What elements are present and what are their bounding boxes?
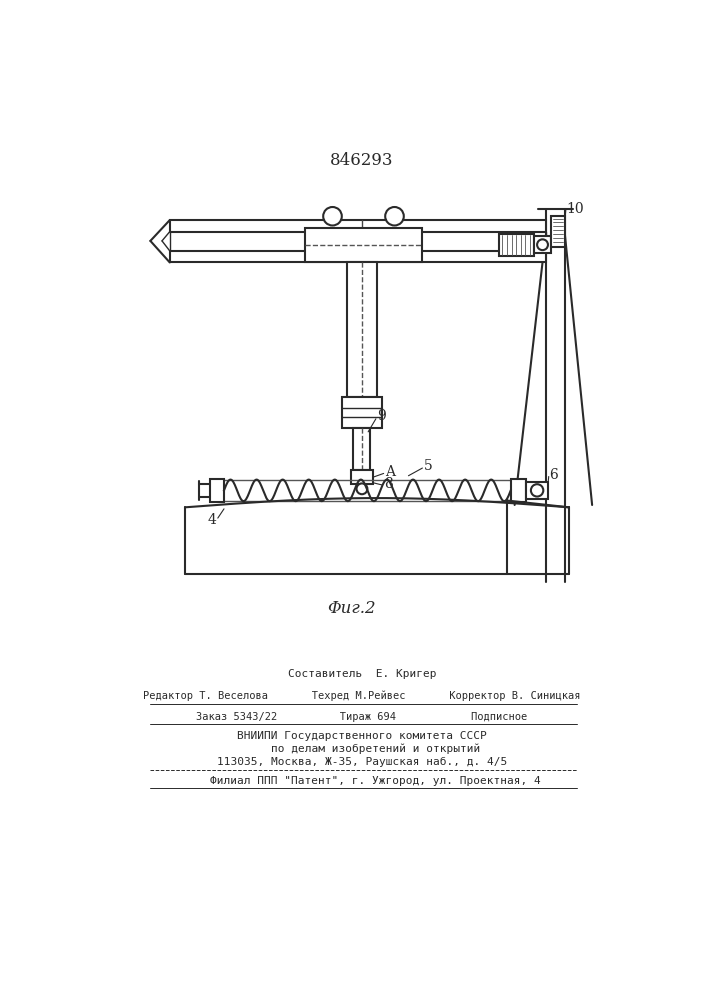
Circle shape xyxy=(537,239,548,250)
Text: Заказ 5343/22          Тираж 694            Подписное: Заказ 5343/22 Тираж 694 Подписное xyxy=(197,712,527,722)
Bar xyxy=(526,482,548,499)
Bar xyxy=(351,470,373,484)
Bar xyxy=(341,397,382,428)
Bar xyxy=(347,262,377,397)
Circle shape xyxy=(356,483,368,494)
Circle shape xyxy=(323,207,341,225)
Text: Составитель  Е. Кригер: Составитель Е. Кригер xyxy=(288,669,436,679)
Bar xyxy=(534,236,551,253)
Text: 113035, Москва, Ж-35, Раушская наб., д. 4/5: 113035, Москва, Ж-35, Раушская наб., д. … xyxy=(217,757,507,767)
Bar xyxy=(499,234,534,256)
Text: Редактор Т. Веселова       Техред М.Рейвес       Корректор В. Синицкая: Редактор Т. Веселова Техред М.Рейвес Кор… xyxy=(144,691,580,701)
Bar xyxy=(305,228,421,262)
Text: по делам изобретений и открытий: по делам изобретений и открытий xyxy=(244,744,480,754)
Text: 10: 10 xyxy=(566,202,584,216)
Text: ВНИИПИ Государственного комитета СССР: ВНИИПИ Государственного комитета СССР xyxy=(237,731,487,741)
Circle shape xyxy=(385,207,404,225)
Text: Φиг.2: Φиг.2 xyxy=(327,600,376,617)
Text: Филиал ППП "Патент", г. Ужгород, ул. Проектная, 4: Филиал ППП "Патент", г. Ужгород, ул. Про… xyxy=(183,776,541,786)
Circle shape xyxy=(531,484,543,497)
Bar xyxy=(170,220,546,232)
Bar xyxy=(354,428,370,470)
Text: 6: 6 xyxy=(549,468,559,482)
Text: 5: 5 xyxy=(424,459,433,473)
Bar xyxy=(210,479,224,502)
Bar xyxy=(170,251,546,262)
Text: A: A xyxy=(385,465,395,479)
Text: 8: 8 xyxy=(384,477,392,491)
Text: 9: 9 xyxy=(378,409,386,423)
Bar xyxy=(510,479,526,502)
Bar xyxy=(551,216,565,247)
Text: 4: 4 xyxy=(207,513,216,527)
Text: 846293: 846293 xyxy=(330,152,394,169)
